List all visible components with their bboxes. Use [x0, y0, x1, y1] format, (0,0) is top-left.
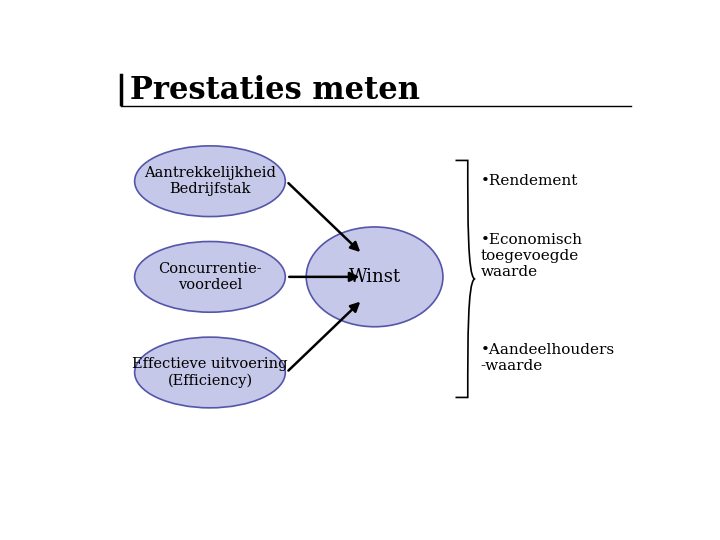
Ellipse shape [135, 337, 285, 408]
Ellipse shape [306, 227, 443, 327]
Text: •Aandeelhouders
-waarde: •Aandeelhouders -waarde [481, 343, 615, 373]
Text: •Economisch
toegevoegde
waarde: •Economisch toegevoegde waarde [481, 233, 582, 279]
Text: Winst: Winst [348, 268, 400, 286]
Ellipse shape [135, 146, 285, 217]
Text: Prestaties meten: Prestaties meten [130, 75, 420, 106]
Text: Effectieve uitvoering
(Efficiency): Effectieve uitvoering (Efficiency) [132, 357, 288, 388]
Ellipse shape [135, 241, 285, 312]
Text: •Rendement: •Rendement [481, 174, 578, 188]
Text: Concurrentie-
voordeel: Concurrentie- voordeel [158, 262, 262, 292]
Text: Aantrekkelijkheid
Bedrijfstak: Aantrekkelijkheid Bedrijfstak [144, 166, 276, 197]
